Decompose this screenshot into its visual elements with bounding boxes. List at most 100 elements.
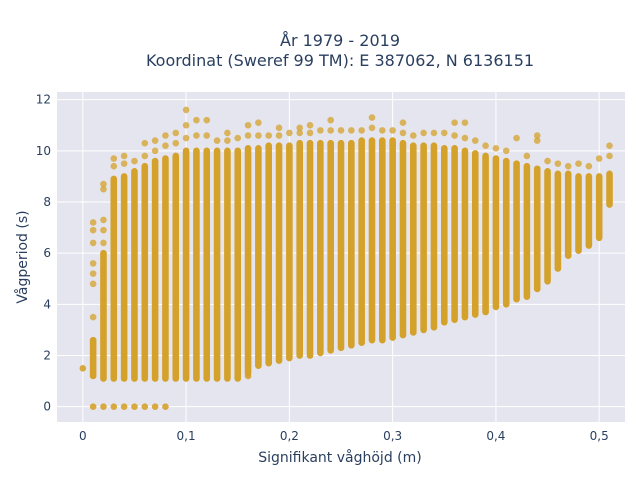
- data-point: [110, 403, 118, 410]
- data-point: [172, 129, 180, 137]
- data-point: [244, 132, 252, 139]
- data-column: [523, 152, 531, 300]
- data-column: [482, 142, 489, 316]
- data-column: [141, 139, 149, 382]
- data-column: [595, 155, 603, 242]
- data-point: [89, 313, 97, 321]
- data-point: [595, 155, 603, 162]
- data-point: [141, 403, 149, 410]
- y-tick-label: 2: [43, 348, 51, 362]
- x-tick-label: 0,1: [177, 429, 196, 443]
- data-point: [151, 403, 159, 410]
- data-point: [244, 121, 252, 129]
- data-column: [337, 127, 345, 352]
- data-column: [193, 116, 200, 382]
- data-column: [234, 134, 242, 382]
- data-column: [348, 127, 355, 349]
- x-tick-label: 0: [79, 429, 87, 443]
- data-point: [203, 132, 211, 139]
- y-tick-label: 12: [36, 93, 51, 107]
- data-column: [224, 129, 231, 382]
- data-point: [327, 116, 334, 124]
- data-point: [162, 132, 169, 139]
- data-point: [141, 139, 149, 147]
- data-point: [399, 119, 407, 126]
- data-point: [89, 260, 97, 267]
- data-column: [461, 119, 469, 321]
- data-column: [213, 137, 221, 382]
- data-point: [110, 162, 118, 170]
- y-axis-label: Vågperiod (s): [14, 210, 31, 303]
- data-point: [389, 127, 396, 134]
- x-axis-label: Signifikant våghöjd (m): [258, 449, 421, 466]
- data-column: [203, 116, 211, 382]
- data-point: [89, 403, 97, 410]
- data-column: [255, 119, 262, 370]
- data-point: [100, 185, 107, 193]
- data-point: [606, 142, 613, 150]
- data-point: [348, 127, 355, 134]
- data-point: [100, 216, 107, 224]
- x-tick-label: 0,5: [590, 429, 609, 443]
- data-column: [317, 127, 324, 357]
- data-column: [409, 132, 417, 336]
- data-column: [162, 132, 169, 382]
- data-point: [327, 127, 334, 134]
- data-column: [110, 155, 118, 382]
- data-point: [120, 152, 128, 160]
- data-point: [513, 134, 520, 142]
- data-column: [585, 162, 593, 249]
- x-axis-ticks: 0 0,1 0,2 0,3 0,4 0,5: [79, 429, 609, 443]
- data-point: [368, 124, 376, 132]
- data-point: [296, 124, 303, 132]
- data-point: [162, 403, 169, 410]
- data-point: [255, 119, 262, 126]
- data-column: [306, 121, 314, 359]
- data-point: [451, 132, 458, 139]
- data-point: [275, 124, 283, 132]
- data-point: [461, 134, 469, 142]
- data-column: [606, 142, 613, 208]
- data-point: [120, 160, 128, 167]
- y-tick-label: 6: [43, 246, 51, 260]
- data-point: [409, 132, 417, 139]
- x-tick-label: 0,4: [486, 429, 505, 443]
- data-point: [213, 137, 221, 144]
- data-column: [440, 129, 448, 326]
- data-point: [533, 137, 541, 144]
- data-point: [182, 121, 190, 129]
- data-column: [120, 152, 128, 382]
- data-column: [286, 129, 293, 362]
- data-point: [606, 152, 613, 160]
- data-point: [358, 127, 365, 134]
- data-point: [502, 147, 510, 155]
- data-point: [79, 364, 87, 372]
- data-point: [575, 160, 582, 167]
- data-column: [368, 114, 376, 344]
- data-point: [193, 132, 200, 139]
- data-point: [100, 180, 107, 188]
- data-point: [89, 226, 97, 234]
- data-column: [89, 219, 97, 380]
- data-point: [224, 129, 231, 137]
- data-point: [399, 129, 407, 137]
- data-column: [172, 129, 180, 382]
- data-column: [544, 157, 551, 285]
- y-tick-label: 4: [43, 297, 51, 311]
- data-column: [358, 127, 365, 346]
- data-point: [482, 142, 489, 150]
- data-point: [244, 372, 252, 380]
- data-point: [131, 157, 138, 165]
- data-point: [193, 116, 200, 124]
- data-point: [461, 119, 469, 126]
- data-column: [451, 119, 458, 323]
- data-point: [100, 226, 107, 234]
- data-point: [554, 160, 562, 167]
- chart-title-line1: År 1979 - 2019: [280, 31, 400, 50]
- data-column: [389, 127, 396, 341]
- data-column: [275, 124, 283, 364]
- data-point: [286, 129, 293, 137]
- x-tick-label: 0,2: [280, 429, 299, 443]
- data-point: [306, 129, 314, 137]
- data-point: [100, 239, 107, 247]
